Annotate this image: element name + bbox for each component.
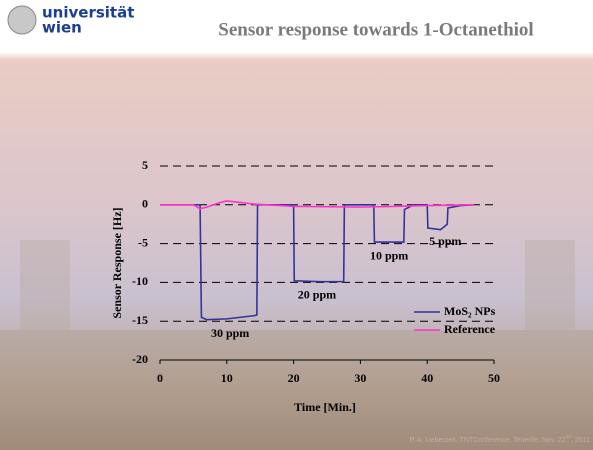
x-tick-label: 0	[157, 371, 163, 385]
x-tick-label: 10	[221, 371, 233, 385]
footer-text: , 2011	[571, 437, 590, 444]
logo-text: wien	[42, 19, 82, 37]
x-tick-label: 30	[354, 371, 366, 385]
annotation: 5 ppm	[429, 234, 461, 248]
annotation: 20 ppm	[298, 287, 336, 301]
footer-sup: nd	[565, 434, 571, 440]
y-tick-label: -15	[132, 313, 148, 327]
x-tick-label: 40	[421, 371, 433, 385]
statue	[525, 240, 575, 330]
y-tick-label: 5	[142, 158, 148, 172]
footer-text: P. A. Lieberzeit, TNTConference, Tenerif…	[410, 437, 566, 444]
series-line	[160, 204, 475, 321]
y-tick-label: -20	[132, 352, 148, 366]
x-tick-label: 20	[288, 371, 300, 385]
annotation: 30 ppm	[211, 326, 249, 340]
legend-label: Reference	[444, 322, 496, 336]
chart-title: Sensor response towards 1-Octanethiol	[218, 19, 533, 40]
logo-emblem	[7, 5, 37, 35]
x-axis-label: Time [Min.]	[294, 400, 356, 414]
x-tick-label: 50	[488, 371, 500, 385]
logo-text: universität	[42, 4, 134, 22]
y-axis-label: Sensor Response [Hz]	[110, 207, 124, 318]
y-tick-label: -10	[132, 274, 148, 288]
statue	[20, 240, 70, 330]
series-line	[160, 200, 474, 210]
legend-label: MoS₂ NPs	[444, 304, 496, 318]
building-backdrop	[0, 330, 593, 450]
y-tick-label: -5	[138, 235, 148, 249]
annotation: 10 ppm	[370, 249, 408, 263]
footer: P. A. Lieberzeit, TNTConference, Tenerif…	[410, 434, 591, 444]
y-tick-label: 0	[142, 197, 148, 211]
